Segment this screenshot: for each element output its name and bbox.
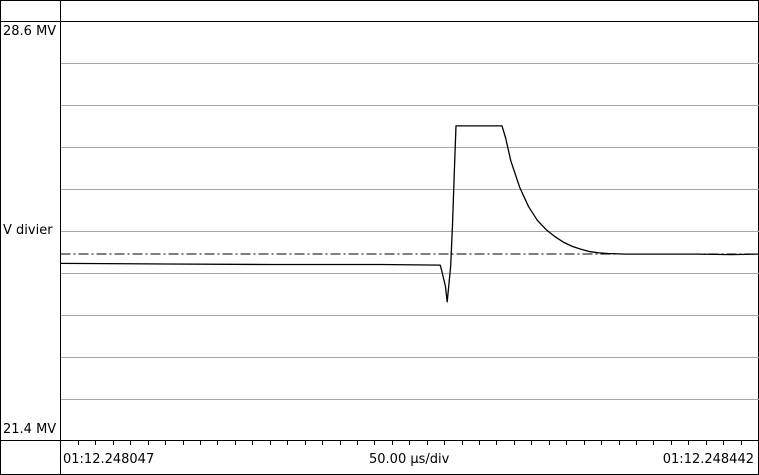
- y-axis-bottom-label: 21.4 MV: [3, 422, 57, 437]
- x-axis-scale-label: 50.00 µs/div: [369, 452, 450, 467]
- y-axis-center-label: V divier: [3, 223, 53, 238]
- y-axis-top-label: 28.6 MV: [3, 24, 57, 39]
- grid-lines: [0, 21, 759, 400]
- signal-trace: [60, 125, 759, 303]
- x-axis-end-label: 01:12.248442: [662, 452, 754, 467]
- x-axis-start-label: 01:12.248047: [63, 452, 155, 467]
